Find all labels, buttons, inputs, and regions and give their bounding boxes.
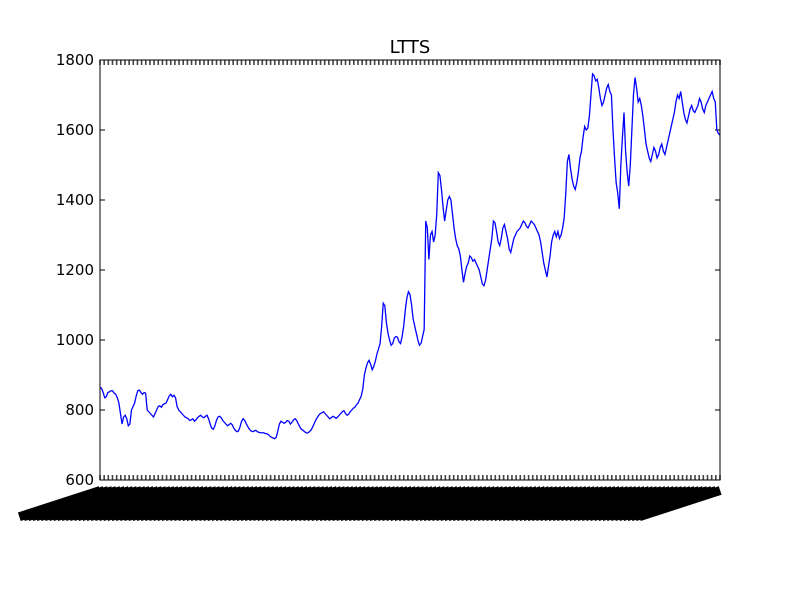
y-axis-ticks: 600 800 1000 1200 1400 1600 1800 [56, 51, 720, 489]
x-tick-label-illegible [637, 486, 722, 522]
y-tick-label: 600 [65, 471, 94, 489]
series-line [99, 72, 721, 440]
x-axis-ticks [17, 60, 722, 522]
y-tick-label: 1400 [56, 191, 94, 209]
y-tick-label: 1600 [56, 121, 94, 139]
plot-frame [99, 59, 721, 481]
chart-title: LTTS [390, 37, 431, 58]
y-tick-label: 1200 [56, 261, 94, 279]
y-tick-label: 800 [65, 401, 94, 419]
y-tick-label: 1800 [56, 51, 94, 69]
y-tick-label: 1000 [56, 331, 94, 349]
